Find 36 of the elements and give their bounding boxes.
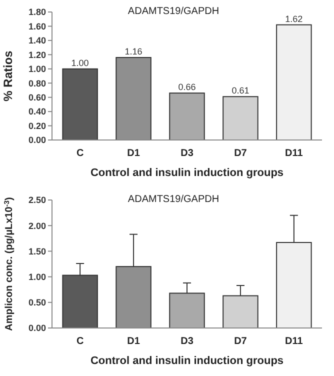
y-axis-title: % Ratios [1,50,15,102]
x-tick-label: D3 [180,336,194,347]
x-tick-label: D7 [234,336,248,347]
y-tick-label: 1.00 [28,64,46,74]
y-tick-label: 1.00 [28,272,46,282]
x-tick-label: D3 [180,148,194,159]
y-tick-label: 0.00 [28,323,46,334]
y-tick-label: 1.60 [28,21,46,32]
y-tick-label: 1.40 [28,36,46,46]
x-tick-label: C [76,148,84,159]
y-tick-label: 0.50 [28,298,46,308]
y-tick-label: 1.50 [28,246,46,256]
y-tick-label: 0.80 [28,78,46,88]
x-tick-label: D11 [285,148,304,159]
data-label: 0.61 [232,86,250,96]
y-tick-label: 1.80 [28,7,46,18]
x-tick-label: C [76,336,84,347]
y-tick-label: 0.00 [28,135,46,146]
y-tick-label: 1.20 [28,50,46,60]
x-axis-title: Control and insulin induction groups [90,355,284,367]
x-tick-label: D1 [127,148,140,159]
y-tick-label: 2.00 [28,220,46,231]
data-label: 0.66 [178,82,196,92]
chart-title: ADAMTS19/GAPDH [128,6,220,17]
data-label: 1.00 [71,58,89,68]
y-tick-label: 0.40 [28,106,46,117]
data-label: 1.16 [124,46,142,57]
x-tick-label: D11 [285,336,304,347]
y-tick-label: 0.20 [28,120,46,131]
y-tick-label: 2.50 [28,195,46,206]
x-axis-title: Control and insulin induction groups [90,167,284,179]
y-tick-label: 0.60 [28,92,46,102]
chart-title: ADAMTS19/GAPDH [128,194,220,205]
x-tick-label: D7 [234,148,248,159]
x-tick-label: D1 [127,336,140,347]
data-label: 1.62 [285,14,303,24]
